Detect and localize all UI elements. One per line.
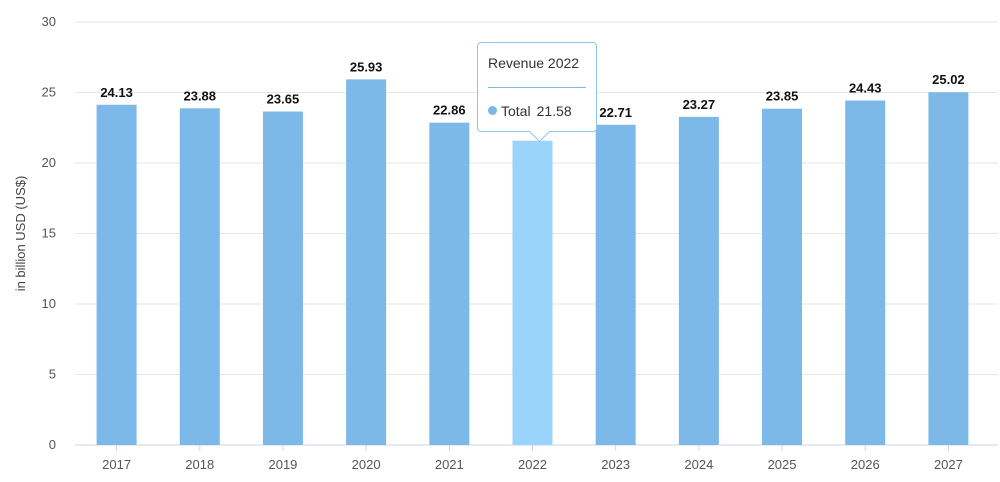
x-tick-label-2017: 2017 — [102, 457, 131, 472]
data-label-2020: 25.93 — [350, 59, 383, 74]
bar-2023 — [595, 124, 636, 445]
bar-2027 — [928, 92, 969, 445]
chart-tooltip: Revenue 2022 Total 21.58 — [477, 42, 597, 143]
data-label-2019: 23.65 — [267, 92, 300, 107]
y-tick-label: 30 — [42, 14, 56, 29]
bar-2021 — [429, 122, 470, 445]
data-label-2018: 23.88 — [183, 88, 216, 103]
tooltip-row: Total 21.58 — [488, 103, 572, 119]
bar-2020 — [346, 79, 387, 446]
x-tick-label-2021: 2021 — [435, 457, 464, 472]
x-tick-label-2024: 2024 — [684, 457, 713, 472]
bar-2025 — [762, 108, 803, 445]
y-tick-label: 5 — [49, 367, 56, 382]
tooltip-divider — [488, 87, 586, 88]
data-label-2021: 22.86 — [433, 103, 466, 118]
tooltip-series-name: Total — [501, 103, 531, 119]
x-tick-label-2023: 2023 — [601, 457, 630, 472]
bar-2026 — [845, 100, 886, 446]
data-label-2026: 24.43 — [849, 81, 882, 96]
x-tick-label-2018: 2018 — [185, 457, 214, 472]
y-tick-label: 25 — [42, 85, 56, 100]
y-tick-label: 20 — [42, 155, 56, 170]
data-label-2024: 23.27 — [683, 97, 716, 112]
bar-2024 — [678, 116, 719, 445]
x-tick-label-2020: 2020 — [352, 457, 381, 472]
data-label-2025: 23.85 — [766, 89, 799, 104]
x-tick-label-2022: 2022 — [518, 457, 547, 472]
bar-2022 — [512, 140, 553, 446]
tooltip-value: 21.58 — [536, 103, 572, 119]
y-tick-label: 0 — [49, 437, 56, 452]
x-tick-label-2027: 2027 — [934, 457, 963, 472]
tooltip-series-dot-icon — [488, 106, 497, 115]
x-tick-label-2019: 2019 — [268, 457, 297, 472]
y-tick-label: 10 — [42, 296, 56, 311]
data-label-2023: 22.71 — [599, 105, 632, 120]
x-tick-label-2026: 2026 — [851, 457, 880, 472]
tooltip-title: Revenue 2022 — [488, 55, 580, 71]
bar-2017 — [96, 104, 137, 445]
bar-2019 — [262, 111, 303, 445]
y-axis-title: in billion USD (US$) — [13, 176, 28, 292]
bar-2018 — [179, 108, 220, 446]
x-tick-label-2025: 2025 — [768, 457, 797, 472]
y-tick-label: 15 — [42, 226, 56, 241]
data-label-2017: 24.13 — [100, 85, 133, 100]
data-label-2027: 25.02 — [932, 72, 965, 87]
